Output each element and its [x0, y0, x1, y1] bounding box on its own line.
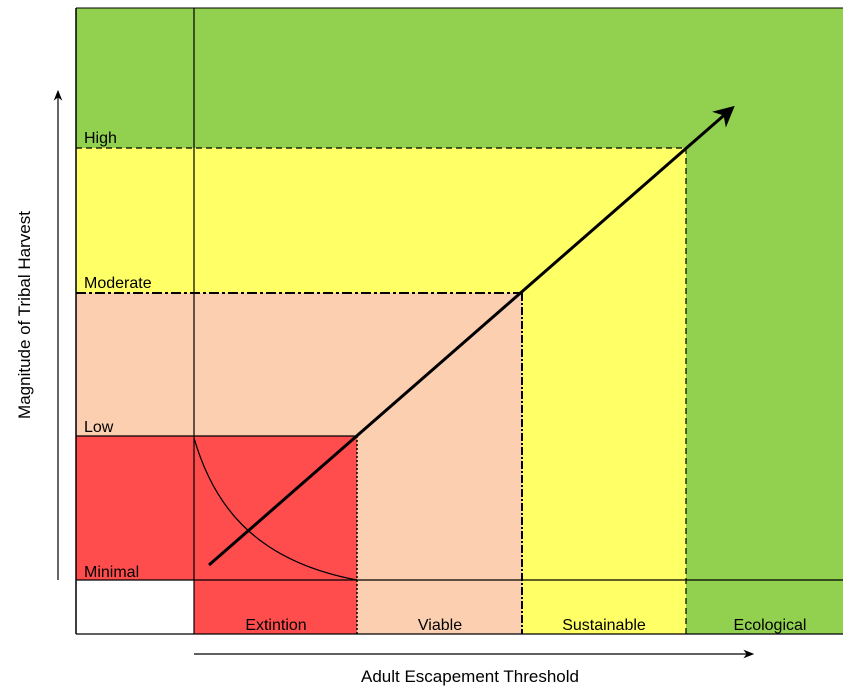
- x-axis-title: Adult Escapement Threshold: [361, 667, 579, 686]
- label-high: High: [84, 130, 117, 147]
- label-ecological: Ecological: [734, 617, 807, 634]
- label-viable: Viable: [418, 617, 462, 634]
- label-sustainable: Sustainable: [562, 617, 646, 634]
- label-moderate: Moderate: [84, 275, 152, 292]
- extinction-decay-curve: [193, 437, 358, 581]
- zone-empty-corner: [76, 580, 194, 634]
- y-axis-title: Magnitude of Tribal Harvest: [15, 211, 34, 419]
- label-minimal: Minimal: [84, 564, 139, 581]
- label-low: Low: [84, 419, 114, 436]
- trend-arrow: [208, 105, 735, 567]
- label-extinction: Extintion: [245, 617, 306, 634]
